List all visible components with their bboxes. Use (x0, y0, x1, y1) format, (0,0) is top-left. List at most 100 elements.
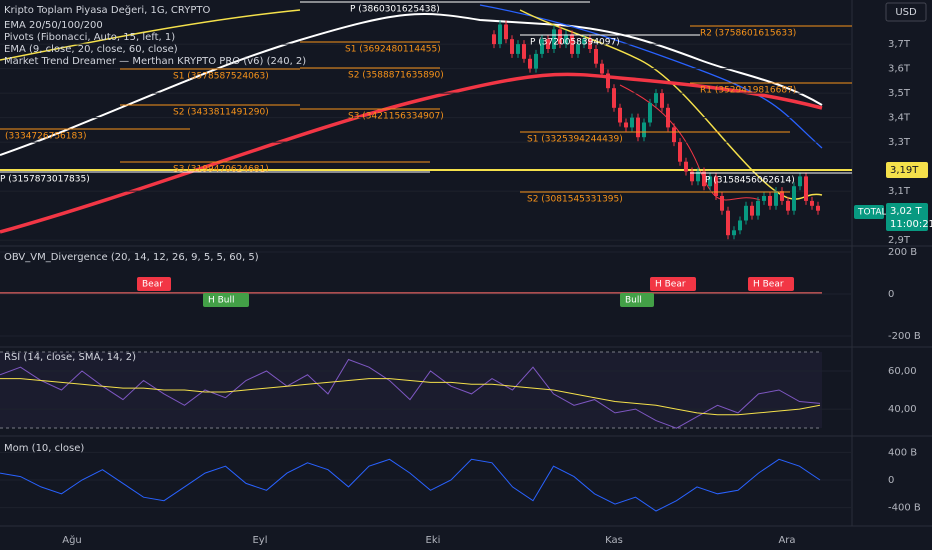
candle (564, 34, 568, 45)
candle (624, 122, 628, 128)
candle (648, 102, 652, 123)
candle (810, 200, 814, 206)
x-tick-label: Ara (778, 535, 795, 546)
price-box (886, 203, 928, 231)
pane-title: RSI (14, close, SMA, 14, 2) (4, 352, 136, 363)
candle (594, 49, 598, 64)
ema-line (479, 4, 823, 149)
pivot-label: (3334726756183) (5, 132, 86, 142)
pivot-label: S3 (3199470624681) (173, 165, 269, 175)
y-tick-label: 3,7T (888, 39, 911, 50)
signal-box (748, 277, 794, 291)
pivot-label: S1 (3325394244439) (527, 135, 623, 145)
symbol-label: TOTAL (857, 208, 887, 218)
indicator-legend: Market Trend Dreamer — Merthan KRYPTO PR… (4, 56, 306, 67)
candle (540, 39, 544, 54)
pivot-label: S3 (3421156334907) (348, 112, 444, 122)
y-tick-label: 3,1T (888, 186, 911, 197)
separators (0, 0, 932, 527)
x-tick-label: Eyl (252, 535, 267, 546)
y-tick-label: 0 (888, 289, 894, 300)
pivot-label: S1 (3692480114455) (345, 45, 441, 55)
candle (528, 58, 532, 69)
rsi-ma-line (0, 378, 821, 416)
signal-label: Bear (142, 280, 163, 290)
pivot-label: S2 (3588871635890) (348, 71, 444, 81)
y-tick-label: -400 B (888, 503, 921, 514)
candle (558, 29, 562, 45)
countdown: 11:00:21 (890, 219, 932, 230)
candle (744, 205, 748, 221)
candle (732, 230, 736, 236)
candle (522, 44, 526, 59)
candle (750, 205, 754, 216)
pivot-label: S1 (3578587524063) (173, 72, 269, 82)
pivot-label: R2 (3758601615633) (700, 29, 796, 39)
y-tick-label: 0 (888, 475, 894, 486)
signal-box (620, 293, 654, 307)
signal-label: H Bear (753, 280, 784, 290)
currency-box[interactable] (885, 2, 927, 22)
symbol-box (854, 205, 884, 219)
signal-box (203, 293, 249, 307)
mom-line (0, 458, 821, 512)
y-tick-label: 200 B (888, 247, 917, 258)
candle (666, 107, 670, 128)
current-price: 3,02 T (890, 206, 922, 217)
pivot-label: P (3158456062614) (705, 176, 795, 186)
signal-label: Bull (625, 296, 642, 306)
y-tick-label: 3,6T (888, 64, 911, 75)
level-label: 3,19T (890, 165, 919, 176)
pivot-label: P (3720058394097) (530, 38, 620, 48)
rsi-band (0, 352, 822, 428)
candle (534, 53, 538, 69)
candle (630, 117, 634, 128)
candle (510, 39, 514, 54)
dynamic: 2,9T 3,1T 3,3T 3,4T 3,5T 3,6T 3,7T P (386030162… (0, 1, 921, 546)
pivot-label: R1 (3529419816687) (700, 86, 796, 96)
candle (588, 39, 592, 49)
candle (576, 44, 580, 54)
candle (792, 186, 796, 211)
candle (690, 171, 694, 182)
candle (516, 44, 520, 54)
candle (552, 29, 556, 49)
candle (678, 142, 682, 162)
candle (696, 171, 700, 182)
candle (672, 127, 676, 143)
candle (642, 122, 646, 138)
y-tick-label: 40,00 (888, 404, 917, 415)
candle (684, 161, 688, 172)
y-tick-label: 2,9T (888, 235, 911, 246)
ema-200-line (0, 72, 823, 234)
candle (702, 171, 706, 187)
candle (654, 93, 658, 103)
candle (708, 176, 712, 187)
candle (720, 196, 724, 211)
indicator-legend: Pivots (Fibonacci, Auto, 15, left, 1) (4, 32, 175, 43)
x-tick-label: Kas (605, 535, 623, 546)
candle (600, 63, 604, 74)
y-tick-label: 3,3T (888, 137, 911, 148)
candle (618, 107, 622, 123)
candle (738, 220, 742, 231)
candle (636, 117, 640, 138)
candle (804, 176, 808, 201)
signal-box (650, 277, 696, 291)
candle (504, 24, 508, 40)
candle (756, 200, 760, 216)
level-box (886, 162, 928, 178)
candle (582, 39, 586, 45)
candle (570, 34, 574, 54)
indicator-legend: EMA (9, close, 20, close, 60, close) (4, 44, 178, 55)
candle (546, 39, 550, 49)
candle (612, 88, 616, 108)
pane-title: OBV_VM_Divergence (20, 14, 12, 26, 9, 5,… (4, 252, 259, 263)
chart-title: Kripto Toplam Piyasa Değeri, 1G, CRYPTO (4, 4, 210, 16)
x-tick-label: Ağu (62, 534, 82, 546)
y-tick-label: 400 B (888, 447, 917, 458)
indicator-legend: EMA 20/50/100/200 (4, 20, 103, 31)
